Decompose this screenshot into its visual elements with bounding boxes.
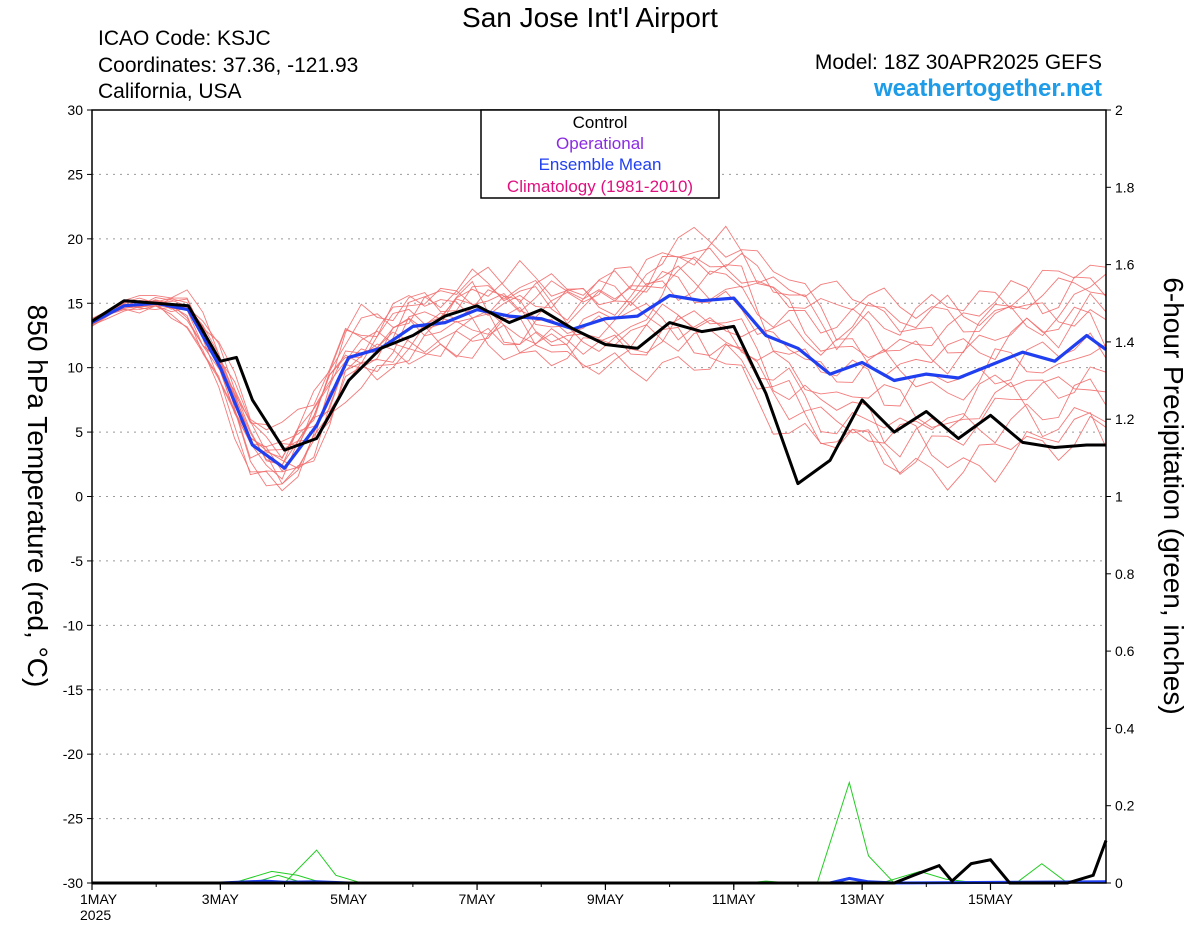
ensemble-mean-temperature-line <box>91 293 1107 470</box>
y2-tick-label: 2 <box>1115 102 1123 118</box>
x-tick-label: 5MAY <box>330 891 368 907</box>
y-tick-label: -20 <box>63 746 83 762</box>
legend-entry-climatology: Climatology (1981-2010) <box>507 177 693 196</box>
y-tick-label: 0 <box>75 489 83 505</box>
y2-tick-label: 0.6 <box>1115 643 1135 659</box>
y2-tick-label: 1.8 <box>1115 179 1135 195</box>
y2-tick-label: 1.6 <box>1115 257 1135 273</box>
member-temperature-line <box>91 265 1107 446</box>
y2-tick-label: 1 <box>1115 489 1123 505</box>
y-tick-label: 10 <box>67 360 83 376</box>
y-tick-label: -25 <box>63 811 83 827</box>
x-tick-label: 11MAY <box>712 891 756 907</box>
legend: Control Operational Ensemble Mean Climat… <box>480 109 720 199</box>
y-tick-label: 20 <box>67 231 83 247</box>
y-tick-label: -30 <box>63 875 83 891</box>
control-temperature-line <box>91 299 1106 486</box>
y-axis-label-left: 850 hPa Temperature (red, °C) <box>22 305 53 688</box>
member-temperature-line <box>91 305 1107 485</box>
member-temperature-line <box>91 305 1107 491</box>
x-tick-label: 1MAY <box>80 891 118 907</box>
axes: 302520151050-5-10-15-20-25-3021.81.61.41… <box>63 102 1135 923</box>
precipitation-lines <box>92 780 1108 885</box>
site-name: weathertogether.net <box>873 75 1102 102</box>
x-tick-label: 9MAY <box>587 891 625 907</box>
member-temperature-lines <box>91 225 1107 492</box>
member-temperature-line <box>91 300 1107 492</box>
member-temperature-line <box>91 247 1107 459</box>
y-tick-label: -5 <box>71 553 84 569</box>
x-tick-label: 7MAY <box>459 891 497 907</box>
member-precipitation-line <box>92 780 1106 884</box>
grid <box>92 173 1106 820</box>
region: California, USA <box>98 80 242 103</box>
x-tick-sublabel: 2025 <box>80 907 111 923</box>
y2-tick-label: 0.2 <box>1115 798 1135 814</box>
model-run: Model: 18Z 30APR2025 GEFS <box>814 51 1102 74</box>
x-tick-label: 3MAY <box>202 891 240 907</box>
y-axis-label-right: 6-hour Precipitation (green, inches) <box>1158 277 1189 714</box>
y-tick-label: 5 <box>75 424 83 440</box>
legend-entry-control: Control <box>573 113 628 132</box>
coordinates: Coordinates: 37.36, -121.93 <box>98 54 359 77</box>
legend-entry-ensemble-mean: Ensemble Mean <box>539 155 662 174</box>
y2-tick-label: 0.4 <box>1115 720 1135 736</box>
main-series <box>91 293 1107 486</box>
member-temperature-line <box>91 305 1107 487</box>
member-temperature-line <box>91 226 1107 431</box>
y-tick-label: 25 <box>67 166 83 182</box>
y2-tick-label: 1.2 <box>1115 411 1135 427</box>
member-temperature-line <box>91 297 1107 480</box>
control-precipitation-line <box>92 839 1108 885</box>
legend-box <box>480 109 720 199</box>
y-tick-label: 30 <box>67 102 83 118</box>
y2-tick-label: 0.8 <box>1115 566 1135 582</box>
y-tick-label: -15 <box>63 682 83 698</box>
y2-tick-label: 0 <box>1115 875 1123 891</box>
y-tick-label: -10 <box>63 617 83 633</box>
y-tick-label: 15 <box>67 295 83 311</box>
member-temperature-line <box>91 301 1107 469</box>
chart-title: San Jose Int'l Airport <box>462 2 718 33</box>
icao-code: ICAO Code: KSJC <box>98 27 271 50</box>
x-tick-label: 15MAY <box>968 891 1014 907</box>
x-tick-label: 13MAY <box>840 891 886 907</box>
legend-entry-operational: Operational <box>556 134 644 153</box>
y2-tick-label: 1.4 <box>1115 334 1135 350</box>
member-temperature-line <box>91 270 1107 472</box>
